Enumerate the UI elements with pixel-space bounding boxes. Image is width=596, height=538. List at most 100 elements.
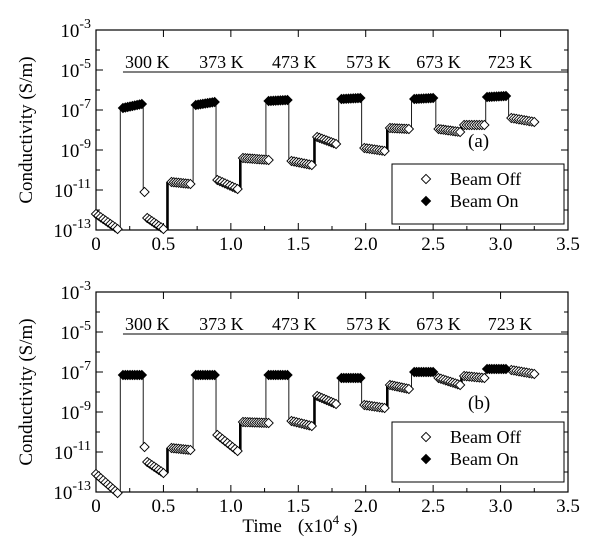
beam-off-marker	[529, 368, 540, 380]
y-tick-label: 10-13	[53, 479, 91, 504]
y-tick-mantissa: 10	[60, 403, 79, 424]
beam-on-marker	[355, 92, 366, 104]
y-tick-label: 10-3	[60, 17, 91, 42]
y-tick-exponent: -11	[73, 177, 91, 192]
legend-label: Beam On	[450, 191, 518, 211]
y-tick-mantissa: 10	[60, 323, 79, 344]
beam-off-marker	[479, 119, 490, 131]
beam-on-marker	[500, 90, 512, 102]
beam-on-marker	[136, 369, 148, 381]
panel-label: (b)	[468, 393, 490, 414]
temperature-label: 723 K	[488, 314, 533, 334]
beam-off-marker	[185, 444, 196, 456]
beam-on-marker	[420, 195, 432, 207]
beam-off-marker	[232, 183, 243, 195]
y-tick-label: 10-5	[60, 57, 91, 82]
y-tick-label: 10-5	[60, 319, 91, 344]
y-tick-exponent: -9	[79, 137, 91, 152]
temperature-label: 573 K	[346, 314, 391, 334]
beam-off-marker	[306, 420, 318, 432]
x-tick-label: 3.5	[556, 234, 580, 255]
temperature-label: 723 K	[488, 52, 533, 72]
y-tick-exponent: -7	[79, 97, 91, 112]
y-tick-label: 10-3	[60, 279, 91, 304]
beam-off-marker	[529, 116, 540, 128]
legend-label: Beam On	[450, 449, 518, 469]
x-tick-label: 1.0	[219, 496, 243, 517]
x-axis-title-exponent: 4	[333, 512, 340, 527]
beam-on-marker	[427, 92, 439, 104]
x-tick-label: 1.5	[286, 234, 310, 255]
beam-off-marker	[112, 487, 123, 499]
x-axis-title-unit-end: s)	[339, 516, 357, 537]
y-tick-mantissa: 10	[60, 21, 79, 42]
temperature-label: 373 K	[199, 314, 244, 334]
beam-off-marker	[139, 186, 150, 198]
beam-off-marker	[112, 223, 123, 235]
x-tick-label: 0.5	[152, 234, 176, 255]
beam-on-marker	[136, 98, 148, 110]
x-tick-label: 3.5	[556, 496, 580, 517]
x-tick-label: 2.0	[354, 496, 378, 517]
y-tick-mantissa: 10	[60, 283, 79, 304]
beam-off-marker	[454, 126, 466, 138]
beam-on-marker	[420, 453, 432, 465]
temperature-label: 473 K	[272, 52, 317, 72]
y-tick-mantissa: 10	[60, 363, 79, 384]
beam-off-marker	[185, 178, 196, 190]
x-tick-label: 1.5	[286, 496, 310, 517]
chart-panel-a: 0 0.5 1.0 1.5 2.0 2.5 3.0 3.510-310-510-710-910…	[16, 17, 580, 255]
legend-label: Beam Off	[450, 427, 521, 447]
temperature-label: 300 K	[125, 52, 170, 72]
beam-off-marker	[232, 445, 243, 457]
y-tick-label: 10-9	[60, 399, 91, 424]
beam-on-marker	[355, 372, 366, 384]
beam-off-marker	[379, 145, 390, 157]
x-axis-title-main: Time	[242, 516, 281, 537]
y-tick-exponent: -13	[72, 479, 91, 494]
y-tick-exponent: -13	[72, 217, 91, 232]
beam-off-marker	[306, 159, 318, 171]
y-tick-exponent: -5	[79, 57, 91, 72]
beam-on-marker	[209, 96, 220, 108]
y-tick-label: 10-7	[60, 97, 91, 122]
x-axis-title: Time (x104 s)	[242, 512, 357, 537]
x-tick-label: 2.5	[421, 496, 445, 517]
temperature-label: 573 K	[346, 52, 391, 72]
legend-box	[391, 421, 565, 483]
y-tick-exponent: -11	[73, 439, 91, 454]
beam-off-marker	[158, 467, 169, 479]
temperature-label: 373 K	[199, 52, 244, 72]
x-tick-label: 0.5	[152, 496, 176, 517]
beam-off-marker	[479, 372, 490, 384]
beam-off-marker	[379, 402, 390, 414]
y-tick-mantissa: 10	[60, 61, 79, 82]
beam-off-marker	[454, 379, 466, 391]
y-tick-mantissa: 10	[54, 181, 73, 202]
temperature-label: 673 K	[416, 52, 461, 72]
temperature-label: 673 K	[416, 314, 461, 334]
y-tick-exponent: -3	[79, 17, 91, 32]
y-tick-label: 10-9	[60, 137, 91, 162]
y-tick-exponent: -9	[79, 399, 91, 414]
y-tick-mantissa: 10	[53, 221, 72, 242]
panel-label: (a)	[468, 131, 489, 152]
beam-off-marker	[330, 398, 342, 410]
beam-off-marker	[158, 223, 169, 235]
beam-on-marker	[282, 369, 293, 381]
beam-on-marker	[500, 363, 512, 375]
y-axis-title: Conductivity (S/m)	[16, 318, 37, 465]
beam-off-marker	[420, 173, 432, 185]
beam-on-marker	[427, 366, 439, 378]
x-tick-label: 3.0	[489, 234, 513, 255]
beam-off-marker	[420, 431, 432, 443]
x-tick-label: 1.0	[219, 234, 243, 255]
y-tick-exponent: -7	[79, 359, 91, 374]
y-tick-mantissa: 10	[53, 483, 72, 504]
chart-panel-b: 0 0.5 1.0 1.5 2.0 2.5 3.0 3.510-310-510-710-910…	[16, 279, 580, 537]
x-tick-label: 2.0	[354, 234, 378, 255]
y-tick-label: 10-11	[54, 177, 91, 202]
